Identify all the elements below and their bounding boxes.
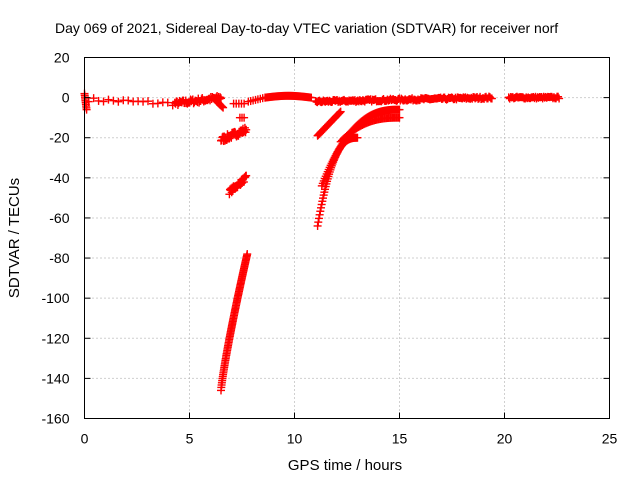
x-tick-label: 10 [287,431,303,447]
data-point [217,94,225,103]
data-point [82,105,91,114]
y-tick-label: -140 [41,370,69,386]
grid [84,57,610,419]
x-tick-label: 25 [602,431,618,447]
x-axis-label: GPS time / hours [288,457,402,474]
data-point [242,171,251,180]
x-tick-label: 20 [497,431,513,447]
y-axis-label: SDTVAR / TECUs [6,178,23,298]
y-tick-label: -160 [41,411,69,427]
data-point [554,92,563,101]
data-point [124,96,133,105]
axis-ticks [84,57,610,419]
y-tick-label: 0 [62,90,70,106]
data-point [219,103,228,112]
data-point [84,97,93,106]
data-point [242,125,251,134]
x-tick-label: 0 [81,431,89,447]
data-point [109,96,118,105]
data-point [143,97,152,106]
data-point [114,97,123,106]
data-point [240,113,249,122]
plot-frame [84,57,610,419]
y-tick-label: -100 [41,290,69,306]
data-point [240,99,249,108]
data-point [163,98,172,107]
data-point [307,93,316,102]
data-point [217,101,226,110]
y-tick-label: -40 [49,170,69,186]
y-tick-labels: -160 -140 -120 -100 -80 -60 -40 -20 0 20 [41,50,69,427]
data-point [104,95,113,104]
chart-title: Day 069 of 2021, Sidereal Day-to-day VTE… [55,20,558,36]
y-tick-label: -120 [41,330,69,346]
data-point [218,102,227,111]
x-tick-label: 5 [186,431,194,447]
y-tick-label: -80 [49,250,69,266]
data-point [336,107,345,116]
data-point [335,108,344,117]
data-point [353,133,362,142]
data-point [395,113,404,122]
data-point [335,109,344,118]
data-point [487,94,496,103]
y-tick-label: -20 [49,130,69,146]
y-tick-label: 20 [54,50,70,66]
x-tick-label: 15 [392,431,408,447]
x-tick-labels: 0 5 10 15 20 25 [81,431,618,447]
data-point [216,93,225,102]
data-point [89,94,98,103]
data-point [99,97,108,106]
data-point [153,99,162,108]
data-point [395,105,404,114]
data-point [243,250,252,259]
data-point [555,94,564,103]
data-points [80,89,564,395]
y-tick-label: -60 [49,210,69,226]
